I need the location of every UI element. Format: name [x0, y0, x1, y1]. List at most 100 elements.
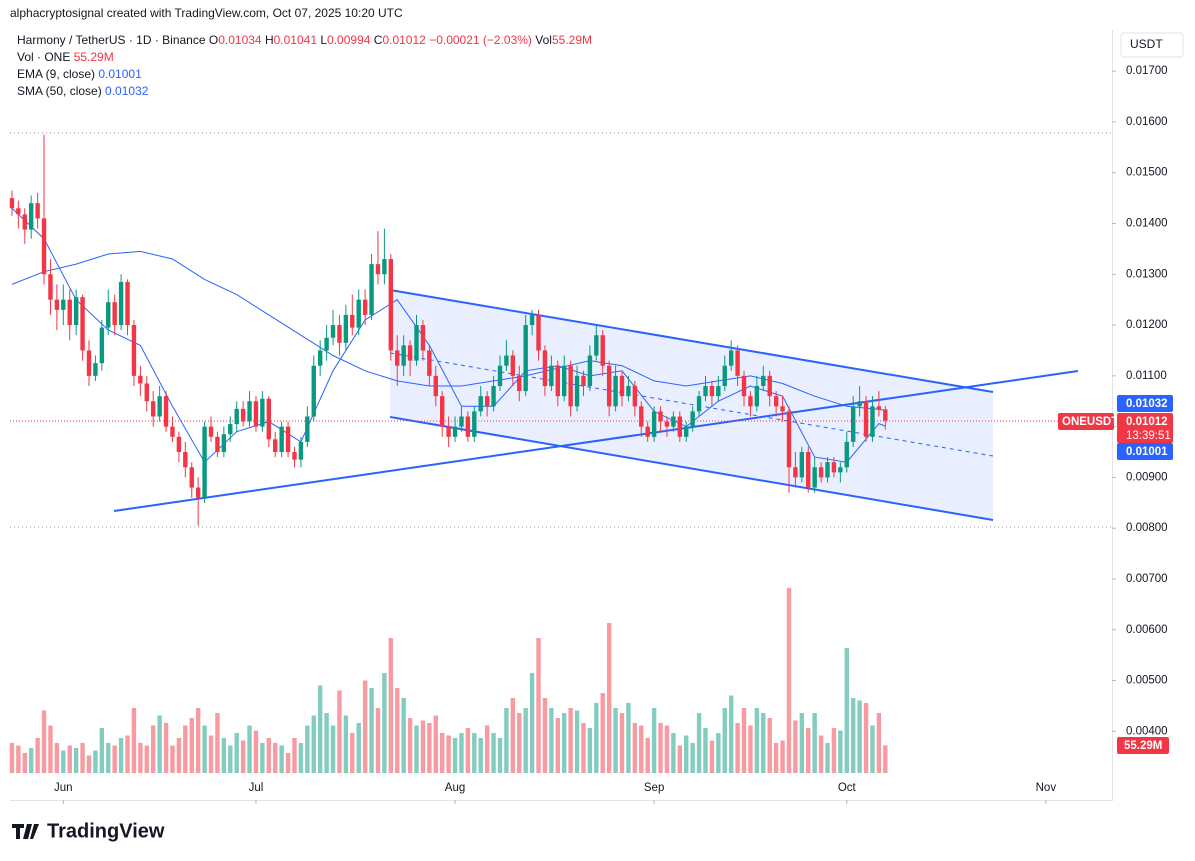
candle-body	[728, 350, 734, 366]
channel-lower[interactable]	[389, 416, 994, 521]
candle-body	[163, 396, 169, 427]
volume-bar	[202, 725, 207, 773]
o-label: O	[209, 33, 218, 47]
candle-body	[285, 426, 291, 453]
x-tick-label: Nov	[1036, 782, 1057, 794]
open: 0.01034	[218, 33, 262, 47]
x-tick-label: Jul	[249, 782, 264, 794]
volume-bar	[9, 743, 15, 773]
volume-bar	[555, 718, 560, 773]
candle-body	[80, 297, 85, 351]
symbol: Harmony / TetherUS · 1D · Binance	[17, 33, 206, 47]
volume-bar	[857, 700, 862, 773]
volume-bar	[741, 708, 747, 773]
volume-bar	[529, 673, 535, 773]
y-tick-label: 0.01100	[1126, 370, 1167, 382]
volume-bar	[433, 715, 438, 773]
volume-bar	[484, 725, 490, 773]
volume-bar	[73, 748, 79, 773]
candle-body	[626, 386, 631, 397]
logo-mark	[12, 824, 39, 839]
volume-bar	[722, 708, 727, 773]
y-tick-label: 0.00600	[1126, 624, 1168, 636]
vol: 55.29M	[552, 33, 592, 47]
volume-bar	[324, 713, 329, 773]
candle-body	[735, 350, 740, 376]
candle-body	[870, 406, 875, 437]
volume-bar	[375, 708, 381, 773]
volume-bar	[793, 720, 798, 773]
candle-body	[491, 386, 496, 407]
change: −0.00021 (−2.03%)	[429, 33, 532, 47]
currency[interactable]: USDT	[1130, 37, 1163, 51]
y-tick-label: 0.00400	[1126, 725, 1168, 737]
volume-bar	[684, 735, 689, 773]
sma-badge-text: 0.01032	[1126, 398, 1168, 410]
candle-body	[305, 416, 310, 442]
candle-body	[28, 203, 34, 230]
x-tick-label: Oct	[838, 782, 857, 794]
candle-body	[234, 408, 239, 425]
candle-body	[427, 350, 432, 376]
candle-body	[780, 406, 785, 412]
volume-bar	[125, 735, 130, 773]
candle-body	[857, 401, 862, 407]
y-tick-label: 0.00800	[1126, 522, 1168, 534]
volume-bar	[619, 713, 625, 773]
channel-mid[interactable]	[389, 352, 994, 457]
candle-body	[395, 350, 400, 366]
volume-bar	[844, 648, 849, 773]
candle-body	[41, 218, 47, 275]
volume-bar	[80, 743, 85, 773]
volume-bar	[651, 708, 657, 773]
candle-body	[401, 345, 406, 366]
volume-bar	[761, 713, 766, 773]
candle-body	[529, 314, 535, 326]
x-tick-label: Jun	[54, 782, 73, 794]
volume-bar	[825, 743, 830, 773]
candle-body	[671, 416, 676, 427]
vol-label: Vol	[535, 33, 552, 47]
candle-body	[144, 383, 149, 402]
candle-body	[831, 462, 837, 473]
volume-bar	[285, 753, 291, 773]
volume-bar	[247, 725, 252, 773]
trend-line[interactable]	[113, 370, 1079, 512]
candle-body	[773, 396, 779, 407]
volume-bar	[131, 708, 137, 773]
channel-upper[interactable]	[389, 289, 994, 393]
volume-bar	[183, 725, 188, 773]
candle-body	[369, 264, 374, 315]
candle-body	[600, 335, 605, 366]
volume-bar	[93, 750, 98, 773]
candle-body	[86, 350, 92, 376]
volume-bar	[818, 735, 824, 773]
volume-badge	[1117, 737, 1169, 754]
volume-bar	[407, 718, 413, 773]
volume-bar	[106, 743, 111, 773]
candle-body	[356, 299, 361, 328]
candle-body	[850, 406, 856, 442]
volume-bar	[356, 723, 361, 773]
candle-body	[73, 297, 79, 326]
candle-body	[189, 467, 194, 488]
volume-bar	[362, 680, 368, 773]
candle-body	[382, 259, 387, 275]
volume-bar	[748, 725, 753, 773]
volume-bar	[195, 708, 201, 773]
volume-bar	[574, 710, 580, 773]
candle-body	[208, 426, 214, 437]
candle-body	[324, 337, 329, 351]
volume-bar	[61, 750, 66, 773]
candle-body	[131, 325, 137, 376]
candle-body	[221, 434, 227, 453]
volume-bar	[35, 738, 40, 773]
candle-body	[183, 452, 188, 468]
indicator-line	[11, 207, 886, 464]
y-tick-label: 0.01600	[1126, 116, 1168, 128]
ema-name: EMA (9, close)	[17, 67, 95, 81]
ema-badge-text: 0.01001	[1126, 446, 1168, 458]
volume-bar	[157, 715, 162, 773]
currency-button[interactable]	[1120, 32, 1184, 58]
